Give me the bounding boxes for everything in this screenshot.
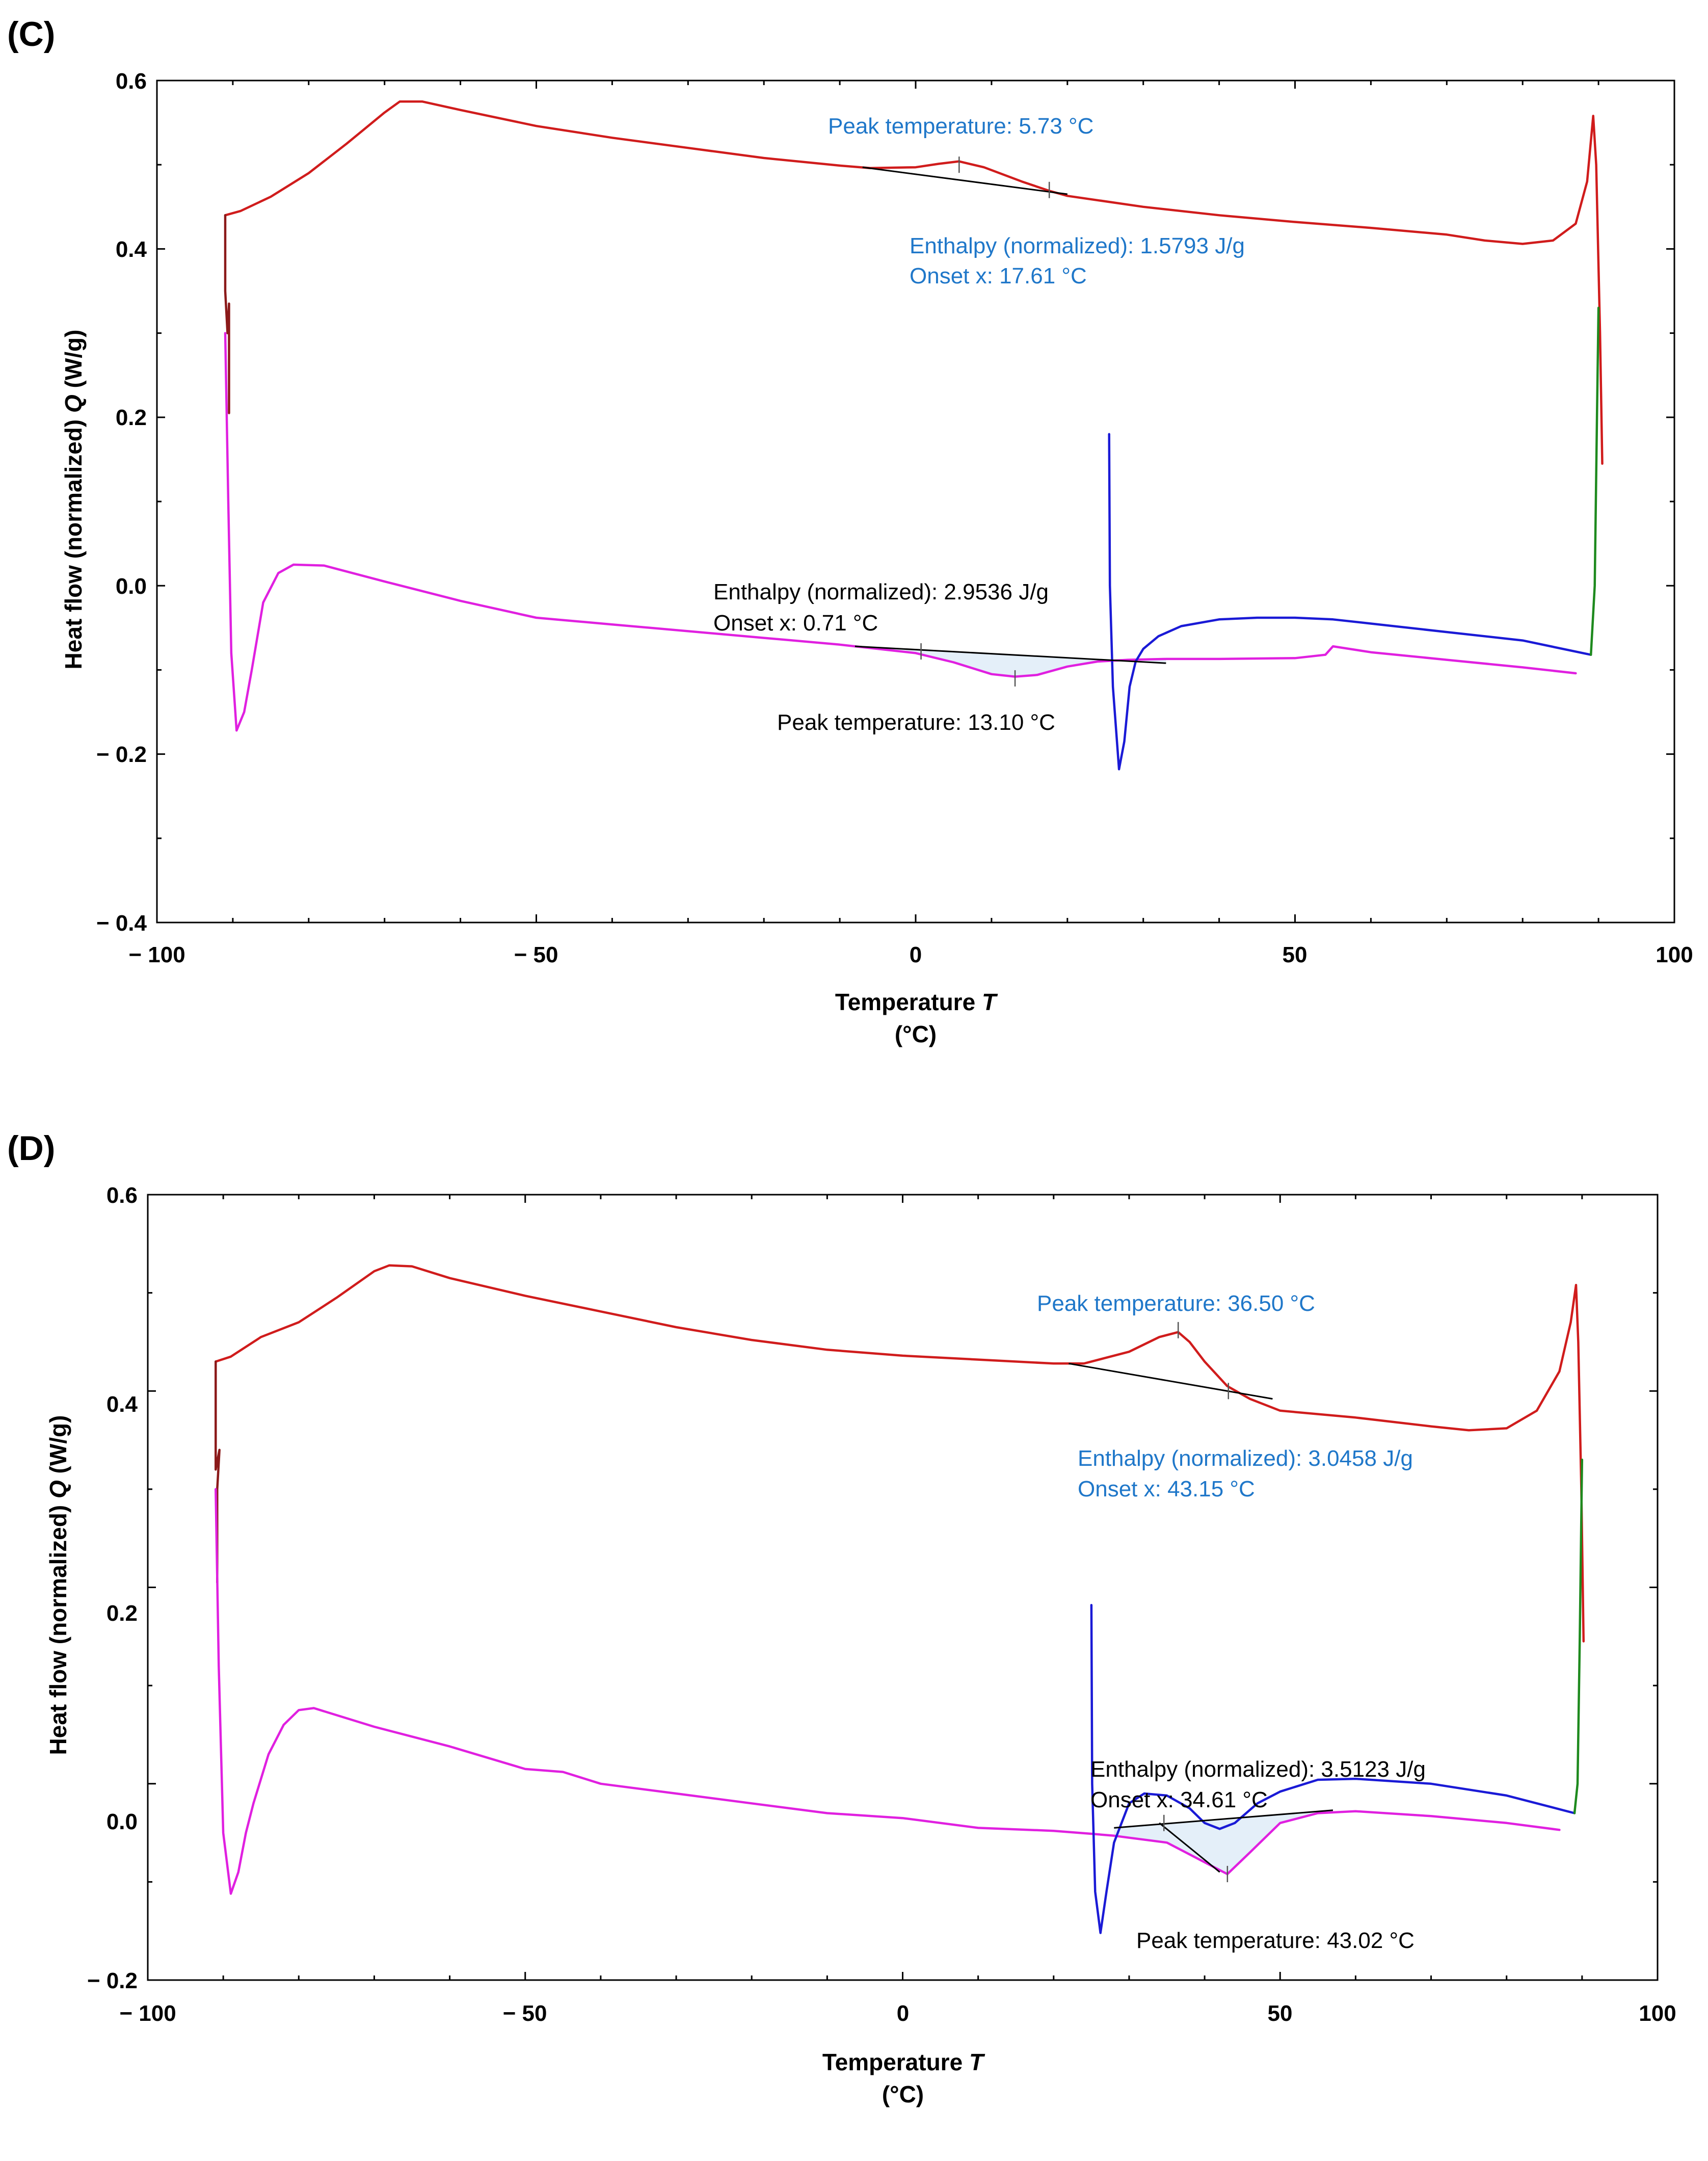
panel-label: (C) bbox=[7, 15, 55, 54]
axis-ticks bbox=[156, 80, 1675, 924]
annotation-enthalpy: Enthalpy (normalized): 2.9536 J/g bbox=[713, 579, 1049, 604]
annotation-onset: Onset x: 43.15 °C bbox=[1078, 1477, 1255, 1501]
panel-c: (C) Peak temperature: 5.73 °C Enthalpy (… bbox=[7, 15, 1693, 1047]
x-tick-label: − 50 bbox=[514, 942, 558, 967]
axis-ticks bbox=[147, 1194, 1659, 1981]
plot-frame bbox=[147, 1194, 1659, 1981]
series-heating-2 bbox=[215, 1264, 1585, 1643]
x-tick-label: − 100 bbox=[128, 942, 185, 967]
y-tick-label: 0.2 bbox=[116, 405, 147, 430]
x-tick-label: − 100 bbox=[119, 2001, 176, 2026]
peak-markers bbox=[1163, 1322, 1230, 1882]
curves bbox=[224, 100, 1604, 771]
enthalpy-area bbox=[1114, 1810, 1333, 1874]
x-tick-label: 50 bbox=[1283, 942, 1307, 967]
y-axis-title: Heat flow (normalized) Q (W/g) bbox=[45, 1415, 71, 1755]
y-tick-label: − 0.2 bbox=[87, 1968, 138, 1993]
y-tick-label: 0.2 bbox=[106, 1601, 138, 1626]
baselines bbox=[855, 166, 1166, 664]
panel-d: (D) Peak temperature: 36.50 °C Enthalpy … bbox=[7, 1129, 1676, 2107]
series-ramp-1 bbox=[1108, 433, 1592, 771]
annotation-peak-temperature: Peak temperature: 5.73 °C bbox=[828, 114, 1093, 139]
plot-frame bbox=[156, 80, 1675, 924]
series-cooling-1 bbox=[224, 332, 1577, 732]
baseline bbox=[855, 645, 1166, 664]
y-tick-label: 0.6 bbox=[106, 1183, 138, 1208]
annotation-enthalpy: Enthalpy (normalized): 1.5793 J/g bbox=[910, 233, 1245, 258]
x-tick-label: 0 bbox=[910, 942, 922, 967]
annotation-peak-temperature: Peak temperature: 43.02 °C bbox=[1136, 1928, 1415, 1953]
x-tick-label: − 50 bbox=[503, 2001, 547, 2026]
annotation-enthalpy: Enthalpy (normalized): 3.5123 J/g bbox=[1090, 1757, 1426, 1782]
y-axis-title: Heat flow (normalized) Q (W/g) bbox=[60, 330, 87, 670]
series-hold-1 bbox=[1589, 306, 1600, 656]
x-tick-label: 100 bbox=[1639, 2001, 1676, 2026]
series-heating-1 bbox=[224, 100, 1604, 465]
baseline bbox=[1114, 1809, 1333, 1829]
x-axis-unit: (°C) bbox=[882, 2081, 924, 2107]
annotation-onset: Onset x: 0.71 °C bbox=[713, 611, 878, 636]
y-tick-label: 0.0 bbox=[116, 574, 147, 599]
annotation-peak-temperature: Peak temperature: 13.10 °C bbox=[777, 710, 1055, 735]
y-tick-label: 0.0 bbox=[106, 1809, 138, 1834]
y-tick-label: 0.4 bbox=[116, 237, 147, 262]
y-tick-label: 0.4 bbox=[106, 1392, 138, 1417]
series-start-1 bbox=[224, 214, 230, 414]
x-axis-unit: (°C) bbox=[895, 1021, 937, 1047]
enthalpy-fills bbox=[855, 646, 1166, 677]
annotation-onset: Onset x: 34.61 °C bbox=[1090, 1787, 1268, 1812]
annotation-onset: Onset x: 17.61 °C bbox=[910, 263, 1087, 288]
series-hold-2 bbox=[1573, 1458, 1584, 1814]
peak-markers bbox=[920, 156, 1050, 687]
x-axis-title: Temperature T bbox=[835, 989, 998, 1015]
x-axis-title: Temperature T bbox=[822, 2049, 985, 2075]
y-tick-label: − 0.2 bbox=[96, 742, 147, 767]
panel-label: (D) bbox=[7, 1129, 55, 1168]
curves bbox=[215, 1264, 1585, 1934]
enthalpy-fills bbox=[1114, 1810, 1333, 1874]
series-ramp-2 bbox=[1090, 1603, 1576, 1934]
series-cooling-2 bbox=[215, 1488, 1561, 1895]
x-tick-label: 50 bbox=[1268, 2001, 1293, 2026]
baselines bbox=[1069, 1362, 1333, 1873]
baseline bbox=[862, 166, 1068, 195]
y-tick-label: − 0.4 bbox=[96, 911, 147, 936]
x-tick-label: 100 bbox=[1656, 942, 1693, 967]
baseline bbox=[1159, 1822, 1220, 1873]
enthalpy-area bbox=[855, 646, 1166, 677]
y-tick-label: 0.6 bbox=[116, 69, 147, 94]
baseline bbox=[1069, 1362, 1273, 1400]
annotation-peak-temperature: Peak temperature: 36.50 °C bbox=[1037, 1291, 1315, 1316]
x-tick-label: 0 bbox=[897, 2001, 909, 2026]
annotation-enthalpy: Enthalpy (normalized): 3.0458 J/g bbox=[1078, 1446, 1413, 1471]
